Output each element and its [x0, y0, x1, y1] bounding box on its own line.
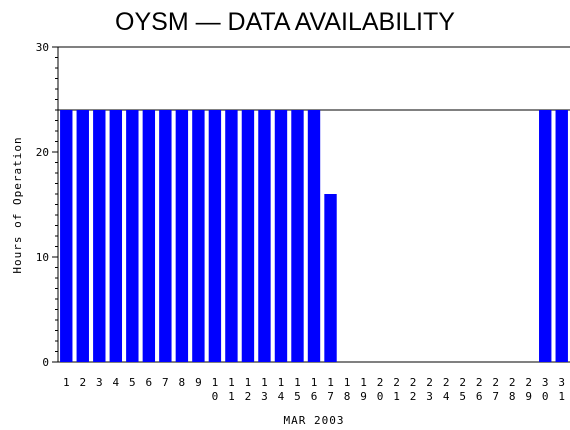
bar-day-14 — [274, 110, 288, 362]
bar-day-9 — [192, 110, 205, 362]
bar-day-10 — [208, 110, 222, 362]
x-tick-label-14-1: 1 — [278, 376, 285, 389]
bar-day-17 — [324, 194, 337, 362]
x-tick-label-16-2: 6 — [311, 390, 318, 403]
x-tick-label-22-1: 2 — [410, 376, 417, 389]
bar-day-11 — [225, 110, 238, 362]
x-tick-label-6: 6 — [146, 376, 153, 389]
x-tick-label-27-2: 7 — [492, 390, 499, 403]
x-tick-label-25-2: 5 — [459, 390, 466, 403]
x-tick-label-19-2: 9 — [360, 390, 367, 403]
x-tick-label-30-2: 0 — [542, 390, 549, 403]
x-tick-label-15-1: 1 — [294, 376, 301, 389]
x-tick-label-30-1: 3 — [542, 376, 549, 389]
x-tick-label-17-2: 7 — [327, 390, 334, 403]
x-tick-label-25-1: 2 — [459, 376, 466, 389]
bar-day-3 — [93, 110, 106, 362]
x-tick-label-9: 9 — [195, 376, 202, 389]
x-tick-label-18-2: 8 — [344, 390, 351, 403]
bar-day-6 — [142, 110, 156, 362]
x-tick-label-10-1: 1 — [212, 376, 219, 389]
x-tick-label-18-1: 1 — [344, 376, 351, 389]
x-tick-label-23-1: 2 — [426, 376, 433, 389]
x-tick-label-14-2: 4 — [278, 390, 285, 403]
x-tick-label-26-2: 6 — [476, 390, 483, 403]
x-tick-label-15-2: 5 — [294, 390, 301, 403]
bar-day-15 — [291, 110, 304, 362]
bar-day-31 — [555, 110, 568, 362]
y-tick-label-30: 30 — [36, 41, 49, 54]
x-tick-label-26-1: 2 — [476, 376, 483, 389]
x-tick-label-29-1: 2 — [525, 376, 532, 389]
x-tick-label-2: 2 — [79, 376, 86, 389]
x-tick-label-4: 4 — [112, 376, 119, 389]
x-tick-label-27-1: 2 — [492, 376, 499, 389]
x-tick-label-8: 8 — [179, 376, 186, 389]
bar-day-5 — [126, 110, 139, 362]
bar-day-8 — [175, 110, 189, 362]
x-tick-label-11-2: 1 — [228, 390, 235, 403]
x-tick-label-21-1: 2 — [393, 376, 400, 389]
x-tick-label-20-2: 0 — [377, 390, 384, 403]
x-tick-label-31-2: 1 — [558, 390, 565, 403]
x-tick-label-29-2: 9 — [525, 390, 532, 403]
x-tick-label-28-1: 2 — [509, 376, 516, 389]
x-tick-label-12-1: 1 — [245, 376, 252, 389]
bar-day-1 — [60, 110, 73, 362]
bar-day-30 — [539, 110, 552, 362]
y-tick-label-20: 20 — [36, 146, 49, 159]
x-tick-label-28-2: 8 — [509, 390, 516, 403]
y-tick-label-10: 10 — [36, 251, 49, 264]
x-tick-label-10-2: 0 — [212, 390, 219, 403]
x-tick-label-21-2: 1 — [393, 390, 400, 403]
x-tick-label-20-1: 2 — [377, 376, 384, 389]
x-tick-label-12-2: 2 — [245, 390, 252, 403]
x-tick-label-22-2: 2 — [410, 390, 417, 403]
y-axis-label: Hours of Operation — [11, 136, 24, 273]
x-tick-label-13-1: 1 — [261, 376, 268, 389]
bar-day-13 — [258, 110, 271, 362]
chart-title: OYSM — DATA AVAILABILITY — [115, 8, 455, 36]
x-axis-label: MAR 2003 — [284, 414, 345, 427]
bar-day-2 — [76, 110, 89, 362]
x-tick-label-24-2: 4 — [443, 390, 450, 403]
x-tick-label-7: 7 — [162, 376, 169, 389]
bar-day-4 — [109, 110, 123, 362]
bar-day-12 — [241, 110, 255, 362]
x-tick-label-11-1: 1 — [228, 376, 235, 389]
x-tick-label-3: 3 — [96, 376, 103, 389]
x-tick-label-24-1: 2 — [443, 376, 450, 389]
x-tick-label-17-1: 1 — [327, 376, 334, 389]
x-tick-label-19-1: 1 — [360, 376, 367, 389]
y-tick-label-0: 0 — [42, 356, 49, 369]
x-tick-label-23-2: 3 — [426, 390, 433, 403]
x-tick-label-16-1: 1 — [311, 376, 318, 389]
x-tick-label-13-2: 3 — [261, 390, 268, 403]
bar-day-7 — [159, 110, 172, 362]
x-tick-label-31-1: 3 — [558, 376, 565, 389]
x-tick-label-5: 5 — [129, 376, 136, 389]
x-tick-label-1: 1 — [63, 376, 70, 389]
bar-day-16 — [307, 110, 321, 362]
